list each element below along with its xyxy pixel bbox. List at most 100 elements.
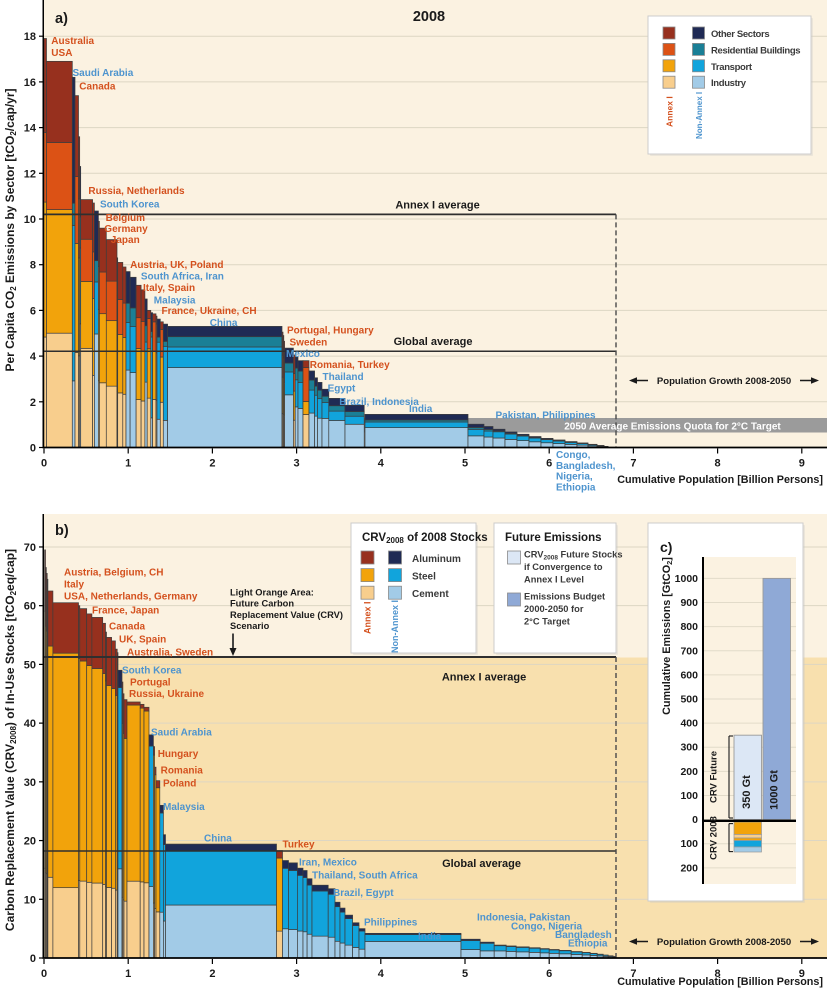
svg-text:Portugal: Portugal — [130, 678, 171, 689]
svg-text:CRV2008 of 2008 Stocks: CRV2008 of 2008 Stocks — [362, 532, 488, 545]
svg-text:70: 70 — [24, 542, 36, 554]
svg-text:France, Ukraine, CH: France, Ukraine, CH — [162, 306, 257, 317]
svg-text:14: 14 — [24, 123, 37, 135]
svg-text:Annex I Level: Annex I Level — [524, 575, 584, 585]
svg-text:Congo,: Congo, — [556, 450, 591, 461]
svg-text:10: 10 — [24, 894, 36, 906]
svg-text:Cumulative Population [Billion: Cumulative Population [Billion Persons] — [617, 976, 823, 988]
svg-text:Russia, Netherlands: Russia, Netherlands — [88, 186, 185, 197]
svg-text:8: 8 — [715, 458, 721, 470]
svg-text:6: 6 — [546, 458, 552, 470]
svg-text:Cement: Cement — [412, 589, 449, 600]
svg-text:Austria, Belgium, CH: Austria, Belgium, CH — [64, 568, 163, 579]
svg-text:Iran, Mexico: Iran, Mexico — [299, 858, 357, 869]
svg-text:Turkey: Turkey — [283, 840, 315, 851]
svg-text:Cumulative Population [Billion: Cumulative Population [Billion Persons] — [617, 474, 823, 486]
svg-text:2008: 2008 — [413, 9, 445, 25]
svg-text:0: 0 — [41, 968, 47, 980]
svg-text:if Convergence to: if Convergence to — [524, 562, 603, 572]
svg-text:500: 500 — [680, 694, 698, 706]
svg-text:Malaysia: Malaysia — [163, 802, 205, 813]
svg-text:Ethiopia: Ethiopia — [568, 939, 608, 950]
svg-text:Philippines: Philippines — [364, 918, 418, 929]
svg-text:Brazil, Indonesia: Brazil, Indonesia — [339, 397, 419, 408]
svg-text:5: 5 — [462, 968, 468, 980]
svg-text:USA, Netherlands, Germany: USA, Netherlands, Germany — [64, 592, 198, 603]
svg-text:4: 4 — [378, 458, 385, 470]
svg-text:10: 10 — [24, 214, 36, 226]
svg-text:0: 0 — [692, 814, 698, 826]
svg-text:Saudi Arabia: Saudi Arabia — [73, 68, 134, 79]
svg-text:Australia: Australia — [51, 36, 94, 47]
svg-text:Italy, Spain: Italy, Spain — [143, 283, 195, 294]
svg-text:3: 3 — [294, 968, 300, 980]
svg-text:Annex I average: Annex I average — [395, 200, 479, 212]
svg-text:Nigeria,: Nigeria, — [556, 472, 593, 483]
svg-text:200: 200 — [680, 766, 698, 778]
svg-text:350 Gt: 350 Gt — [741, 775, 753, 809]
svg-text:Steel: Steel — [412, 572, 436, 583]
svg-text:200: 200 — [680, 862, 698, 874]
svg-text:Transport: Transport — [711, 62, 753, 73]
svg-text:Romania, Turkey: Romania, Turkey — [310, 360, 390, 371]
svg-text:6: 6 — [546, 968, 552, 980]
svg-text:20: 20 — [24, 836, 36, 848]
svg-text:CRV Future: CRV Future — [709, 751, 720, 803]
svg-text:Light Orange Area:: Light Orange Area: — [230, 588, 314, 598]
svg-text:Mexico: Mexico — [286, 349, 320, 360]
svg-text:12: 12 — [24, 168, 36, 180]
svg-text:2050 Average Emissions Quota f: 2050 Average Emissions Quota for 2°C Tar… — [564, 422, 781, 433]
svg-text:Poland: Poland — [163, 779, 196, 790]
svg-text:1000 Gt: 1000 Gt — [769, 770, 781, 810]
svg-text:USA: USA — [51, 48, 72, 59]
svg-text:2: 2 — [209, 458, 215, 470]
svg-text:4: 4 — [30, 351, 37, 363]
svg-text:Canada: Canada — [79, 82, 116, 93]
svg-text:800: 800 — [680, 621, 698, 633]
svg-text:c): c) — [660, 539, 672, 555]
svg-text:b): b) — [55, 523, 69, 539]
svg-text:Belgium: Belgium — [106, 213, 146, 224]
svg-text:India: India — [409, 404, 433, 415]
svg-text:Global average: Global average — [394, 336, 473, 348]
svg-text:2000-2050 for: 2000-2050 for — [524, 604, 584, 614]
svg-text:China: China — [210, 318, 238, 329]
svg-text:Russia, Ukraine: Russia, Ukraine — [129, 689, 204, 700]
svg-text:Non-Annex I: Non-Annex I — [695, 92, 704, 139]
svg-text:Non-Annex I: Non-Annex I — [390, 600, 400, 653]
svg-text:China: China — [204, 834, 232, 845]
svg-text:Aluminum: Aluminum — [412, 554, 461, 565]
svg-text:1: 1 — [125, 968, 131, 980]
svg-text:18: 18 — [24, 31, 36, 43]
svg-text:600: 600 — [680, 669, 698, 681]
svg-text:6: 6 — [30, 305, 36, 317]
svg-text:2: 2 — [30, 397, 36, 409]
svg-text:Bangladesh,: Bangladesh, — [556, 461, 616, 472]
svg-text:Emissions Budget: Emissions Budget — [524, 592, 605, 602]
svg-text:7: 7 — [630, 458, 636, 470]
svg-text:0: 0 — [30, 443, 36, 455]
svg-text:0: 0 — [30, 953, 36, 965]
svg-text:400: 400 — [680, 718, 698, 730]
svg-text:5: 5 — [462, 458, 468, 470]
svg-text:Other Sectors: Other Sectors — [711, 29, 769, 40]
svg-text:Thailand: Thailand — [323, 372, 364, 383]
svg-text:Australia, Sweden: Australia, Sweden — [127, 648, 213, 659]
svg-text:3: 3 — [294, 458, 300, 470]
svg-text:900: 900 — [680, 597, 698, 609]
svg-text:Saudi Arabia: Saudi Arabia — [151, 728, 212, 739]
svg-text:France, Japan: France, Japan — [92, 606, 159, 617]
svg-text:Brazil, Egypt: Brazil, Egypt — [333, 888, 394, 899]
svg-text:India: India — [418, 932, 442, 943]
svg-text:Scenario: Scenario — [230, 621, 270, 631]
svg-text:700: 700 — [680, 645, 698, 657]
svg-text:Annex I: Annex I — [363, 601, 373, 634]
svg-text:Pakistan, Philippines: Pakistan, Philippines — [496, 411, 596, 422]
svg-text:UK, Spain: UK, Spain — [119, 635, 166, 646]
svg-text:Industry: Industry — [711, 78, 747, 89]
svg-text:100: 100 — [680, 838, 698, 850]
svg-text:Egypt: Egypt — [328, 384, 356, 395]
svg-text:Global average: Global average — [442, 858, 521, 870]
svg-text:South Korea: South Korea — [100, 200, 160, 211]
svg-text:4: 4 — [378, 968, 385, 980]
